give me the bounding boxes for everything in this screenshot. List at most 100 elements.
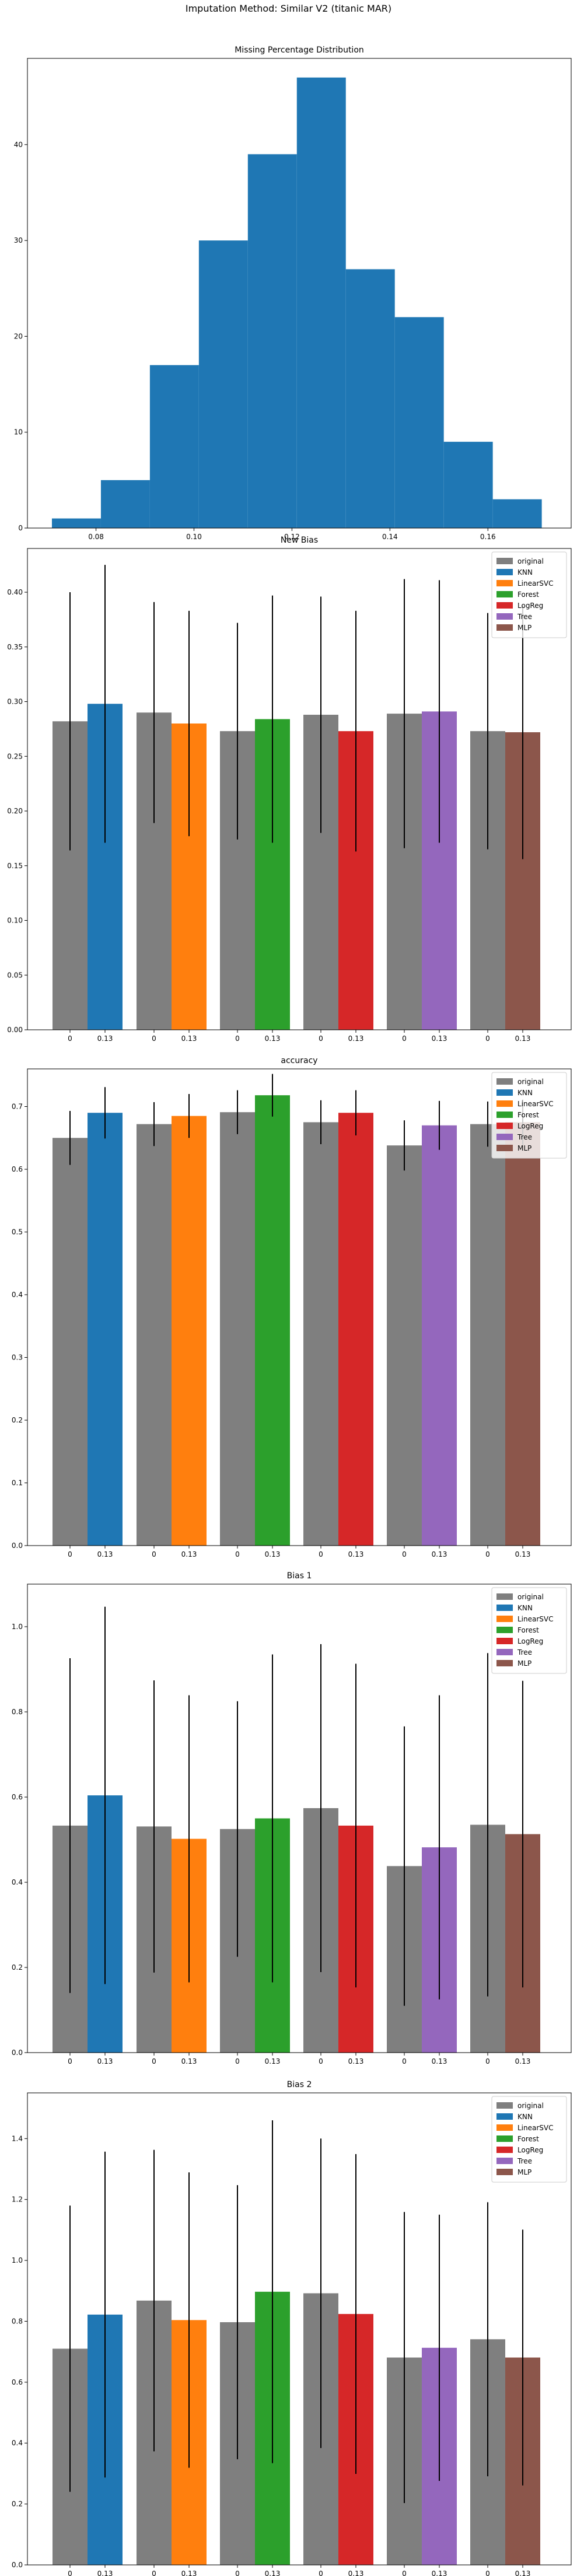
x-tick-label: 0.10	[186, 533, 202, 541]
legend-label: original	[517, 1593, 544, 1601]
y-tick-label: 0.0	[12, 2049, 23, 2057]
bar-original	[53, 1138, 88, 1546]
histogram-bar	[394, 317, 444, 528]
x-tick-label: 0	[152, 2057, 156, 2065]
x-tick-label: 0.13	[181, 2057, 197, 2065]
legend: original KNN LinearSVC Forest LogReg Tree MLP	[491, 1072, 567, 1159]
y-tick-label: 0.7	[12, 1103, 23, 1111]
chart-title: Missing Percentage Distribution	[235, 46, 364, 55]
legend-swatch	[496, 2102, 513, 2109]
x-tick-label: 0.13	[515, 2057, 531, 2065]
legend-swatch	[496, 591, 513, 597]
legend-label: Tree	[517, 1648, 532, 1656]
x-tick-label: 0	[68, 1034, 72, 1043]
histogram-bar	[198, 240, 248, 528]
legend-label: Tree	[517, 613, 532, 621]
bar-imputed	[172, 1116, 207, 1546]
x-tick-label: 0.13	[97, 2057, 113, 2065]
x-tick-label: 0.14	[382, 533, 398, 541]
x-tick-label: 0.13	[432, 2570, 447, 2576]
x-tick-label: 0	[152, 1550, 156, 1558]
histogram-panel: Missing Percentage Distribution 0 10 20 30 40…	[14, 46, 572, 541]
bar-imputed	[255, 1095, 290, 1546]
y-tick-label: 1.0	[12, 1623, 23, 1631]
x-tick-label: 0	[68, 1550, 72, 1558]
x-tick-label: 0	[235, 1550, 240, 1558]
bar-original	[470, 1124, 505, 1546]
legend-swatch	[496, 1112, 513, 1118]
y-tick-label: 0.40	[7, 588, 23, 596]
x-tick-label: 0.13	[515, 1550, 531, 1558]
histogram-bar	[296, 77, 346, 528]
y-tick-label: 0.30	[7, 698, 23, 706]
y-tick-label: 0.4	[12, 1878, 23, 1886]
legend-swatch	[496, 2124, 513, 2131]
x-tick-label: 0.13	[181, 1550, 197, 1558]
x-tick-label: 0	[152, 1034, 156, 1043]
y-tick-label: 0.00	[7, 1026, 23, 1034]
legend-swatch	[496, 1100, 513, 1107]
y-tick-label: 0.2	[12, 2500, 23, 2508]
legend: original KNN LinearSVC Forest LogReg Tree MLP	[491, 2096, 567, 2183]
x-tick-label: 0	[235, 1034, 240, 1043]
legend-label: LogReg	[517, 1637, 543, 1645]
legend-label: KNN	[517, 568, 533, 576]
bar-panel: New Bias 0 0.13 0 0.13 0 0.13 0 0.13 0 0.13 0 0.13 0.…	[7, 536, 572, 1043]
x-tick-label: 0.13	[515, 2570, 531, 2576]
x-tick-label: 0	[319, 2057, 323, 2065]
legend-swatch	[496, 580, 513, 586]
legend-label: original	[517, 2102, 544, 2110]
legend-swatch	[496, 1627, 513, 1633]
x-tick-label: 0	[319, 2570, 323, 2576]
y-tick-label: 40	[14, 141, 23, 149]
legend-swatch	[496, 1123, 513, 1129]
x-tick-label: 0.13	[348, 2057, 364, 2065]
x-tick-label: 0.13	[97, 1550, 113, 1558]
legend-swatch	[496, 1145, 513, 1151]
y-tick-label: 0.4	[12, 2439, 23, 2447]
x-tick-label: 0	[319, 1034, 323, 1043]
axes-frame	[27, 58, 572, 529]
axes-frame	[27, 2092, 572, 2565]
legend-label: KNN	[517, 1604, 533, 1612]
x-tick-label: 0.13	[97, 1034, 113, 1043]
x-tick-label: 0	[402, 2570, 407, 2576]
x-tick-label: 0	[402, 2057, 407, 2065]
chart-title: Bias 1	[287, 1571, 312, 1581]
legend-swatch	[496, 613, 513, 620]
bar-imputed	[338, 1113, 373, 1546]
y-tick-label: 0.6	[12, 1793, 23, 1801]
chart-title: New Bias	[281, 536, 318, 545]
legend-swatch	[496, 1660, 513, 1666]
y-tick-label: 0.8	[12, 1708, 23, 1716]
histogram-bar	[149, 365, 199, 528]
y-tick-label: 0.5	[12, 1228, 23, 1236]
y-tick-label: 0.0	[12, 1542, 23, 1550]
bar-original	[220, 1112, 255, 1546]
legend-swatch	[496, 2135, 513, 2142]
x-tick-label: 0	[402, 1550, 407, 1558]
legend-swatch	[496, 1605, 513, 1611]
legend-label: LinearSVC	[517, 1615, 554, 1623]
x-tick-label: 0.13	[348, 2570, 364, 2576]
x-tick-label: 0	[402, 1034, 407, 1043]
legend-label: LogReg	[517, 1122, 543, 1130]
y-tick-label: 1.0	[12, 2256, 23, 2264]
legend-swatch	[496, 558, 513, 564]
x-tick-label: 0.13	[432, 1034, 447, 1043]
bar-imputed	[505, 1122, 540, 1546]
bar-original	[387, 1145, 422, 1546]
bar-original	[303, 1122, 338, 1546]
legend-label: LinearSVC	[517, 2124, 554, 2132]
legend-swatch	[496, 1089, 513, 1096]
x-tick-label: 0	[235, 2570, 240, 2576]
y-tick-label: 0.2	[12, 1963, 23, 1972]
histogram-bar	[247, 154, 297, 528]
legend-label: KNN	[517, 1089, 533, 1097]
y-tick-label: 1.2	[12, 2196, 23, 2204]
legend-swatch	[496, 1649, 513, 1655]
legend: original KNN LinearSVC Forest LogReg Tree MLP	[491, 1587, 567, 1674]
legend-label: Tree	[517, 1133, 532, 1141]
x-tick-label: 0.13	[348, 1550, 364, 1558]
